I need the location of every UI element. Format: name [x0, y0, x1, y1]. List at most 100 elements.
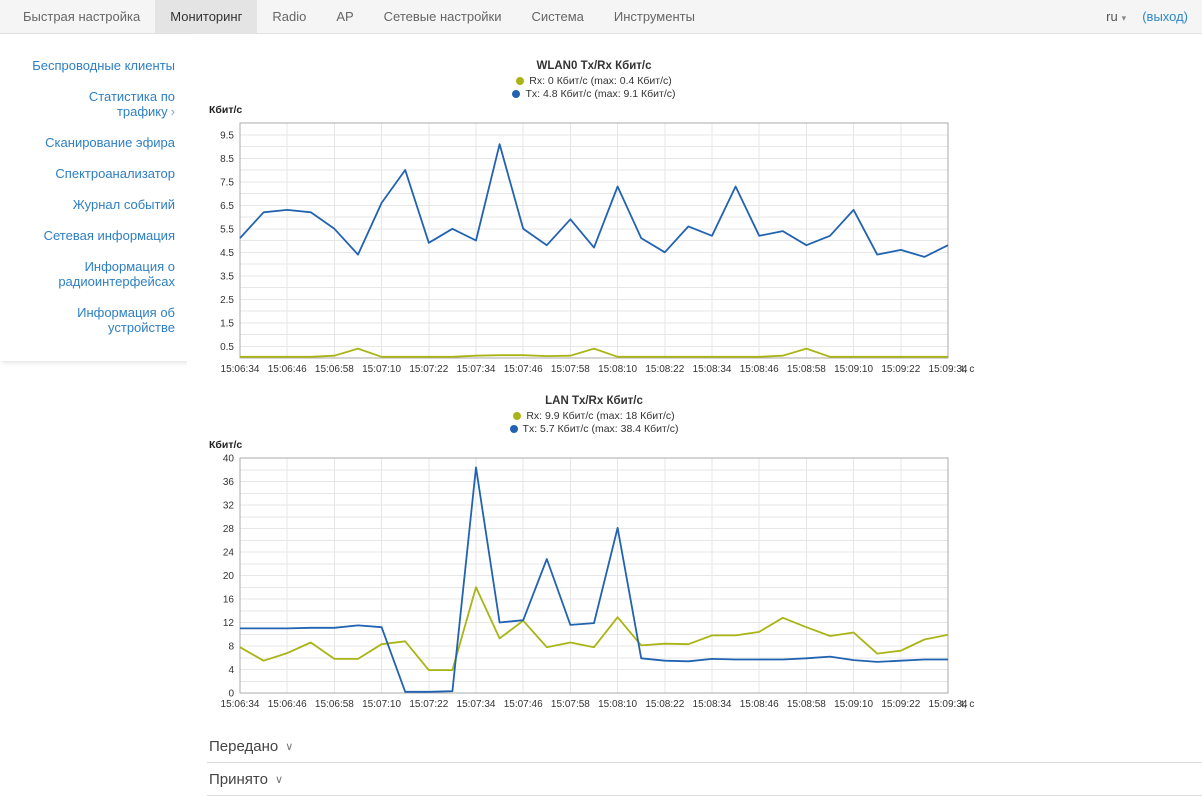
svg-text:0.5: 0.5 — [220, 342, 234, 353]
svg-text:7.5: 7.5 — [220, 177, 234, 188]
svg-text:8.5: 8.5 — [220, 154, 234, 165]
svg-text:15:09:22: 15:09:22 — [881, 699, 920, 710]
svg-text:15:06:34: 15:06:34 — [221, 699, 260, 710]
svg-text:15:08:46: 15:08:46 — [740, 364, 779, 375]
sidebar: Беспроводные клиенты Статистика по трафи… — [0, 34, 187, 361]
tab-system[interactable]: Система — [517, 0, 599, 33]
svg-text:2.5: 2.5 — [220, 295, 234, 306]
chart-legend: Rx: 9.9 Кбит/с (max: 18 Кбит/с) Tx: 5.7 … — [240, 410, 948, 436]
tab-tools[interactable]: Инструменты — [599, 0, 710, 33]
svg-text:15:07:46: 15:07:46 — [504, 699, 543, 710]
chart-legend: Rx: 0 Кбит/с (max: 0.4 Кбит/с) Tx: 4.8 К… — [240, 75, 948, 101]
svg-text:15:07:58: 15:07:58 — [551, 364, 590, 375]
svg-text:Кбит/с: Кбит/с — [209, 104, 242, 116]
svg-text:15:09:10: 15:09:10 — [834, 699, 873, 710]
svg-text:4.5: 4.5 — [220, 248, 234, 259]
sidebar-item-spectrum-analyzer[interactable]: Спектроанализатор — [0, 158, 187, 189]
sidebar-item-radio-interfaces-info[interactable]: Информация о радиоинтерфейсах — [0, 251, 187, 297]
svg-text:15:08:46: 15:08:46 — [740, 699, 779, 710]
tab-radio[interactable]: Radio — [257, 0, 321, 33]
logout-link[interactable]: (выход) — [1142, 9, 1188, 24]
sidebar-item-event-log[interactable]: Журнал событий — [0, 189, 187, 220]
svg-text:15:08:10: 15:08:10 — [598, 364, 637, 375]
legend-item-tx: Tx: 5.7 Кбит/с (max: 38.4 Кбит/с) — [240, 423, 948, 436]
svg-text:0: 0 — [228, 689, 234, 700]
chart-title: LAN Tx/Rx Кбит/с — [240, 395, 948, 407]
tab-quick-setup[interactable]: Быстрая настройка — [8, 0, 155, 33]
section-transmitted[interactable]: Передано ∨ — [207, 730, 1202, 763]
svg-text:1.5: 1.5 — [220, 318, 234, 329]
svg-text:15:06:46: 15:06:46 — [268, 364, 307, 375]
svg-text:t, c: t, c — [961, 364, 974, 375]
svg-text:15:07:58: 15:07:58 — [551, 699, 590, 710]
chart-lan-traffic: LAN Tx/Rx Кбит/с Rx: 9.9 Кбит/с (max: 18… — [207, 395, 1202, 714]
legend-item-tx: Tx: 4.8 Кбит/с (max: 9.1 Кбит/с) — [240, 88, 948, 101]
svg-text:15:08:58: 15:08:58 — [787, 364, 826, 375]
svg-text:12: 12 — [223, 618, 235, 629]
sidebar-item-device-info[interactable]: Информация об устройстве — [0, 297, 187, 343]
svg-text:15:08:22: 15:08:22 — [645, 364, 684, 375]
svg-text:9.5: 9.5 — [220, 130, 234, 141]
svg-text:5.5: 5.5 — [220, 224, 234, 235]
svg-text:6.5: 6.5 — [220, 201, 234, 212]
svg-text:15:06:34: 15:06:34 — [221, 364, 260, 375]
chart-title: WLAN0 Tx/Rx Кбит/с — [240, 60, 948, 72]
svg-text:36: 36 — [223, 477, 235, 488]
svg-text:16: 16 — [223, 595, 235, 606]
svg-text:15:09:22: 15:09:22 — [881, 364, 920, 375]
svg-text:15:07:46: 15:07:46 — [504, 364, 543, 375]
chevron-down-icon: ▾ — [1122, 13, 1127, 23]
section-received[interactable]: Принято ∨ — [207, 763, 1202, 796]
svg-text:15:07:10: 15:07:10 — [362, 699, 401, 710]
sidebar-item-traffic-statistics[interactable]: Статистика по трафику› — [0, 81, 187, 127]
svg-text:15:06:58: 15:06:58 — [315, 699, 354, 710]
sidebar-item-network-info[interactable]: Сетевая информация — [0, 220, 187, 251]
svg-text:15:06:46: 15:06:46 — [268, 699, 307, 710]
svg-text:3.5: 3.5 — [220, 271, 234, 282]
svg-text:Кбит/с: Кбит/с — [209, 439, 242, 451]
svg-text:15:08:58: 15:08:58 — [787, 699, 826, 710]
svg-text:15:07:10: 15:07:10 — [362, 364, 401, 375]
tx-legend-dot-icon — [510, 425, 518, 433]
rx-legend-dot-icon — [513, 412, 521, 420]
lan-line-chart: 0 4 8 12 16 20 24 28 32 36 40 15:06:34 15:06:46 15:06… — [207, 436, 979, 714]
svg-text:15:08:22: 15:08:22 — [645, 699, 684, 710]
legend-item-rx: Rx: 9.9 Кбит/с (max: 18 Кбит/с) — [240, 410, 948, 423]
svg-text:15:07:22: 15:07:22 — [409, 364, 448, 375]
svg-text:32: 32 — [223, 501, 235, 512]
topbar-right: ru ▾ (выход) — [1106, 0, 1202, 33]
tab-ap[interactable]: AP — [321, 0, 368, 33]
svg-text:4: 4 — [228, 665, 234, 676]
chevron-down-icon: ∨ — [275, 773, 283, 786]
top-navigation: Быстрая настройка Мониторинг Radio AP Се… — [0, 0, 1202, 34]
language-label: ru — [1106, 9, 1118, 24]
tab-network-settings[interactable]: Сетевые настройки — [369, 0, 517, 33]
wlan0-line-chart: 0.5 1.5 2.5 3.5 4.5 5.5 6.5 7.5 8.5 9.5 15:06:34 15… — [207, 101, 979, 379]
rx-legend-dot-icon — [516, 77, 524, 85]
svg-text:8: 8 — [228, 642, 234, 653]
legend-item-rx: Rx: 0 Кбит/с (max: 0.4 Кбит/с) — [240, 75, 948, 88]
svg-text:15:06:58: 15:06:58 — [315, 364, 354, 375]
submenu-chevron-icon: › — [171, 104, 175, 119]
svg-text:15:07:34: 15:07:34 — [457, 364, 496, 375]
tab-monitoring[interactable]: Мониторинг — [155, 0, 257, 33]
svg-text:t, c: t, c — [961, 699, 974, 710]
chevron-down-icon: ∨ — [285, 740, 293, 753]
svg-text:15:07:22: 15:07:22 — [409, 699, 448, 710]
tx-legend-dot-icon — [512, 90, 520, 98]
svg-text:15:08:10: 15:08:10 — [598, 699, 637, 710]
svg-text:28: 28 — [223, 524, 235, 535]
svg-text:15:09:10: 15:09:10 — [834, 364, 873, 375]
language-selector[interactable]: ru ▾ — [1106, 9, 1126, 24]
svg-text:15:08:34: 15:08:34 — [693, 364, 732, 375]
chart-wlan0-traffic: WLAN0 Tx/Rx Кбит/с Rx: 0 Кбит/с (max: 0.… — [207, 60, 1202, 379]
svg-text:15:07:34: 15:07:34 — [457, 699, 496, 710]
svg-text:20: 20 — [223, 571, 235, 582]
svg-text:15:08:34: 15:08:34 — [693, 699, 732, 710]
sidebar-item-air-scan[interactable]: Сканирование эфира — [0, 127, 187, 158]
sidebar-item-wireless-clients[interactable]: Беспроводные клиенты — [0, 50, 187, 81]
svg-text:40: 40 — [223, 454, 235, 465]
main-content: WLAN0 Tx/Rx Кбит/с Rx: 0 Кбит/с (max: 0.… — [187, 34, 1202, 787]
tab-bar: Быстрая настройка Мониторинг Radio AP Се… — [0, 0, 710, 33]
svg-text:24: 24 — [223, 548, 235, 559]
